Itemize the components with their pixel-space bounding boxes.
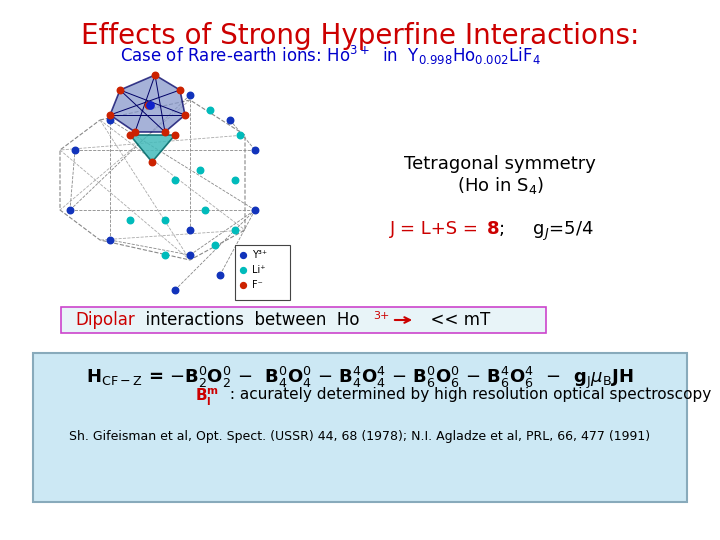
Point: [204, 106, 216, 114]
Point: [169, 176, 181, 184]
Point: [169, 286, 181, 294]
Point: [234, 131, 246, 139]
Text: << mT: << mT: [420, 311, 490, 329]
Point: [224, 116, 235, 124]
Point: [69, 146, 81, 154]
Text: ;     g$_J$=5/4: ; g$_J$=5/4: [498, 220, 593, 243]
Text: 3+: 3+: [373, 311, 390, 321]
Point: [238, 251, 249, 259]
Text: Case of Rare-earth ions: Ho$^{3+}$  in  Y$_{0.998}$Ho$_{0.002}$LiF$_4$: Case of Rare-earth ions: Ho$^{3+}$ in Y$…: [120, 44, 541, 67]
Text: Sh. Gifeisman et al, Opt. Spect. (USSR) 44, 68 (1978); N.I. Agladze et al, PRL, : Sh. Gifeisman et al, Opt. Spect. (USSR) …: [69, 430, 651, 443]
Point: [114, 86, 126, 94]
Text: Li⁺: Li⁺: [252, 265, 266, 275]
Point: [146, 158, 158, 166]
Text: Y³⁺: Y³⁺: [252, 250, 267, 260]
Point: [210, 241, 221, 249]
Point: [184, 226, 196, 234]
Text: F⁻: F⁻: [252, 280, 263, 290]
Text: Tetragonal symmetry: Tetragonal symmetry: [404, 155, 596, 173]
Point: [184, 91, 196, 99]
Point: [159, 251, 171, 259]
Polygon shape: [130, 135, 175, 162]
Point: [215, 271, 226, 279]
Point: [64, 206, 76, 214]
Text: : acurately determined by high resolution optical spectroscopy: : acurately determined by high resolutio…: [225, 387, 711, 402]
Point: [184, 251, 196, 259]
Text: J = L+S =: J = L+S =: [390, 220, 485, 238]
Text: $\mathbf{B_l^m}$: $\mathbf{B_l^m}$: [195, 387, 219, 408]
Point: [179, 111, 191, 119]
Bar: [235, 245, 290, 300]
Point: [249, 206, 261, 214]
Text: 8: 8: [487, 220, 500, 238]
Point: [125, 215, 136, 224]
Text: Effects of Strong Hyperfine Interactions:: Effects of Strong Hyperfine Interactions…: [81, 22, 639, 50]
Point: [169, 131, 181, 139]
Point: [249, 146, 261, 154]
Point: [238, 281, 249, 289]
Text: (Ho in S$_4$): (Ho in S$_4$): [456, 175, 544, 196]
Point: [229, 176, 240, 184]
Point: [229, 226, 240, 234]
Point: [199, 206, 211, 214]
Point: [159, 215, 171, 224]
FancyBboxPatch shape: [33, 353, 687, 502]
Point: [125, 131, 136, 139]
Point: [144, 100, 156, 109]
Point: [104, 116, 116, 124]
Text: Dipolar: Dipolar: [75, 311, 135, 329]
FancyBboxPatch shape: [61, 307, 546, 333]
Point: [194, 166, 206, 174]
Point: [174, 86, 186, 94]
Point: [238, 266, 249, 274]
Point: [143, 100, 154, 109]
Point: [104, 235, 116, 244]
Point: [130, 127, 141, 136]
Point: [149, 71, 161, 79]
Polygon shape: [110, 75, 185, 132]
Point: [104, 111, 116, 119]
Text: interactions  between  Ho: interactions between Ho: [135, 311, 359, 329]
Point: [159, 127, 171, 136]
Text: H$_{\rm CF-Z}$ = $-$B$_2^0$O$_2^0$ $-$  B$_4^0$O$_4^0$ $-$ B$_4^4$O$_4^4$ $-$ B$: H$_{\rm CF-Z}$ = $-$B$_2^0$O$_2^0$ $-$ B…: [86, 365, 634, 392]
